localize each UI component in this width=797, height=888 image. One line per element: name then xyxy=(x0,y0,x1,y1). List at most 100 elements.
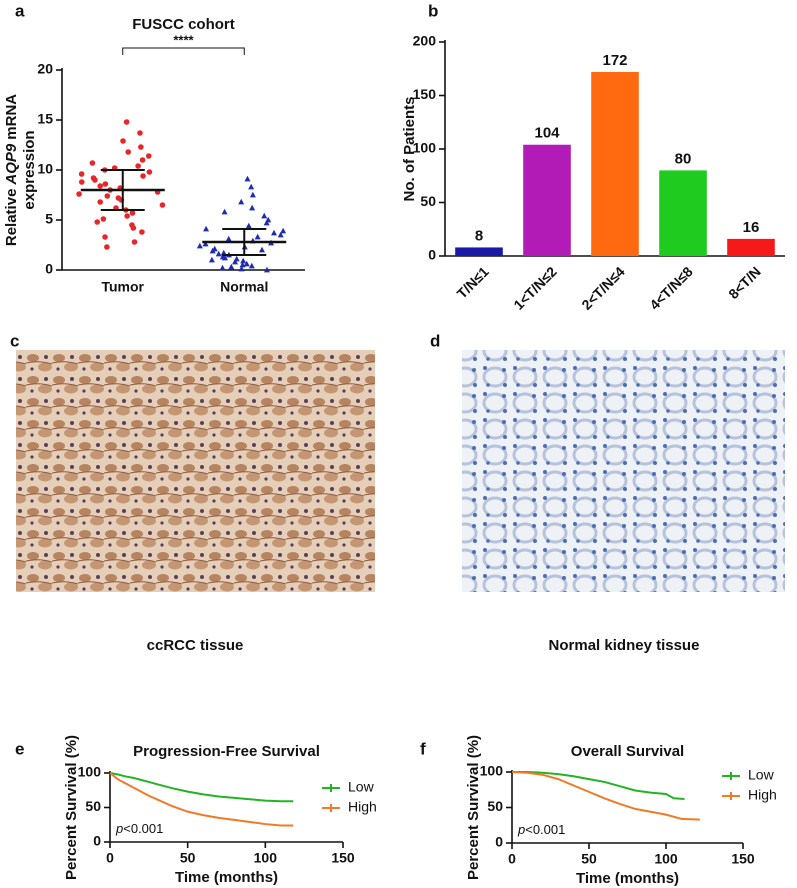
annotation: p<0.001 xyxy=(517,822,565,837)
panel-letter: c xyxy=(10,331,19,350)
data-point xyxy=(159,202,166,208)
annotation-part: p xyxy=(115,821,123,836)
data-point xyxy=(102,181,109,187)
data-point xyxy=(263,266,270,273)
x-tick-label: 50 xyxy=(581,851,597,867)
y-tick-label: 0 xyxy=(93,833,101,849)
data-point xyxy=(100,216,107,222)
ihc-image xyxy=(16,350,375,592)
data-point xyxy=(129,210,136,216)
bar xyxy=(591,71,639,257)
y-axis-label-part: AQP9 xyxy=(3,143,20,186)
data-point xyxy=(225,235,232,242)
y-axis-label: No. of Patients xyxy=(401,96,418,201)
panel-letter: d xyxy=(430,331,440,350)
data-point xyxy=(130,225,137,231)
data-point xyxy=(125,149,132,155)
x-axis-label: Time (months) xyxy=(576,870,679,887)
survival-line xyxy=(109,772,294,803)
x-tick-label: 150 xyxy=(331,850,355,866)
data-point xyxy=(94,219,101,225)
y-axis-label: Relative AQP9 mRNA xyxy=(3,94,20,246)
bar xyxy=(523,144,571,256)
annotation: p<0.001 xyxy=(115,821,163,836)
data-point xyxy=(261,212,268,219)
y-axis-label: Percent Survival (%) xyxy=(63,735,80,880)
data-point xyxy=(248,183,255,190)
y-tick-label: 10 xyxy=(37,161,53,177)
y-axis-label: expression xyxy=(21,130,38,209)
panel-letter: b xyxy=(428,1,438,20)
bar xyxy=(659,170,707,256)
data-point xyxy=(139,229,145,235)
chart-title: FUSCC cohort xyxy=(132,16,235,33)
y-axis-label: Percent Survival (%) xyxy=(465,735,482,880)
bar xyxy=(727,238,775,256)
x-tick-label: 8<T/N xyxy=(725,263,764,302)
data-point xyxy=(219,253,226,260)
data-point xyxy=(249,204,256,211)
x-tick-label: 50 xyxy=(180,850,196,866)
x-tick-label: 100 xyxy=(654,851,678,867)
value-label: 80 xyxy=(675,150,692,167)
panel-letter: e xyxy=(15,739,24,758)
value-label: 104 xyxy=(534,125,560,142)
legend-label: Low xyxy=(348,779,375,795)
data-point xyxy=(249,191,256,198)
image-caption: Normal kidney tissue xyxy=(549,637,700,654)
ihc-image xyxy=(462,350,785,592)
data-point xyxy=(208,256,215,263)
data-point xyxy=(244,175,251,182)
chart-title: Overall Survival xyxy=(571,743,684,760)
y-tick-label: 5 xyxy=(45,211,53,227)
x-tick-label: 4<T/N≤8 xyxy=(646,263,696,313)
data-point xyxy=(145,153,152,159)
legend-label: High xyxy=(348,799,377,815)
data-point xyxy=(203,225,210,232)
data-point xyxy=(124,213,130,219)
bar xyxy=(455,247,503,256)
y-tick-label: 15 xyxy=(37,111,53,127)
data-point xyxy=(238,265,245,272)
data-point xyxy=(135,163,141,169)
data-point xyxy=(248,262,255,269)
annotation-part: p xyxy=(517,822,525,837)
data-point xyxy=(104,193,111,199)
data-point xyxy=(211,245,218,252)
y-tick-label: 0 xyxy=(45,261,53,277)
x-tick-label: 2<T/N≤4 xyxy=(578,263,628,313)
data-point xyxy=(97,183,104,189)
data-point xyxy=(123,119,130,125)
y-tick-label: 0 xyxy=(428,247,436,263)
value-label: 8 xyxy=(475,227,483,244)
x-tick-label: 100 xyxy=(254,850,278,866)
survival-line xyxy=(512,771,685,800)
y-tick-label: 200 xyxy=(413,33,437,49)
x-tick-label: T/N≤1 xyxy=(454,263,492,301)
data-point xyxy=(271,229,278,236)
data-point xyxy=(219,264,226,271)
data-point xyxy=(280,227,287,234)
data-point xyxy=(138,144,144,150)
y-tick-label: 50 xyxy=(85,798,101,814)
legend-label: Low xyxy=(748,767,775,783)
y-tick-label: 50 xyxy=(487,798,503,814)
survival-line xyxy=(109,772,294,827)
data-point xyxy=(258,246,265,253)
x-tick-label: 0 xyxy=(508,851,516,867)
data-point xyxy=(238,198,245,205)
data-point xyxy=(277,231,284,238)
data-point xyxy=(221,208,228,215)
x-axis-label: Time (months) xyxy=(175,869,278,886)
data-point xyxy=(245,222,252,229)
x-tick-label: Normal xyxy=(220,279,268,295)
y-tick-label: 50 xyxy=(420,193,436,209)
y-tick-label: 100 xyxy=(413,140,437,156)
value-label: 16 xyxy=(743,219,760,236)
data-point xyxy=(202,240,209,247)
y-tick-label: 0 xyxy=(495,834,503,850)
y-axis-label-part: mRNA xyxy=(3,94,20,140)
data-point xyxy=(97,199,103,205)
data-point xyxy=(243,260,250,267)
annotation-part: <0.001 xyxy=(123,821,163,836)
